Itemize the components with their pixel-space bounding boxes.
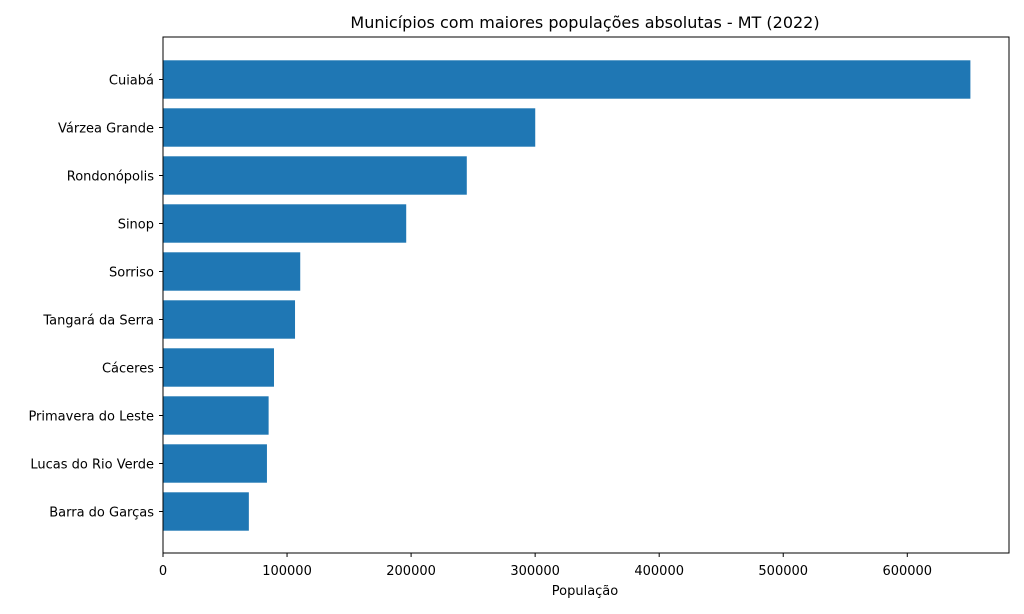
bar-0 bbox=[163, 60, 971, 99]
y-tick-label: Tangará da Serra bbox=[42, 314, 154, 329]
x-axis-label: População bbox=[552, 584, 619, 599]
y-tick-label: Várzea Grande bbox=[58, 122, 154, 137]
bar-6 bbox=[163, 348, 274, 387]
y-tick-label: Primavera do Leste bbox=[28, 410, 154, 425]
chart-title: Municípios com maiores populações absolu… bbox=[350, 13, 819, 32]
bar-8 bbox=[163, 444, 267, 483]
plot-frame bbox=[162, 36, 1010, 554]
bar-4 bbox=[163, 252, 301, 291]
y-tick-label: Barra do Garças bbox=[49, 506, 154, 521]
bar-7 bbox=[163, 396, 269, 435]
bar-2 bbox=[163, 156, 467, 195]
x-tick-label: 500000 bbox=[758, 564, 808, 579]
x-tick-label: 600000 bbox=[882, 564, 932, 579]
x-tick-label: 400000 bbox=[634, 564, 684, 579]
bar-3 bbox=[163, 204, 407, 243]
x-tick-label: 100000 bbox=[262, 564, 312, 579]
x-tick-label: 300000 bbox=[510, 564, 560, 579]
y-tick-label: Cáceres bbox=[102, 362, 154, 377]
x-axis-ticks: 0 100000 200000 300000 400000 500000 600000 bbox=[159, 553, 932, 579]
y-tick-label: Sinop bbox=[118, 218, 154, 233]
bars-group bbox=[163, 60, 971, 531]
y-tick-label: Cuiabá bbox=[109, 74, 154, 89]
y-tick-label: Rondonópolis bbox=[67, 170, 154, 185]
bar-5 bbox=[163, 300, 296, 339]
y-tick-label: Lucas do Rio Verde bbox=[30, 458, 154, 473]
bar-1 bbox=[163, 108, 536, 147]
x-tick-label: 0 bbox=[159, 564, 167, 579]
bar-9 bbox=[163, 492, 249, 531]
x-tick-label: 200000 bbox=[386, 564, 436, 579]
y-axis-ticks: Cuiabá Várzea Grande Rondonópolis Sinop Sorr… bbox=[28, 74, 163, 521]
y-tick-label: Sorriso bbox=[109, 266, 154, 281]
